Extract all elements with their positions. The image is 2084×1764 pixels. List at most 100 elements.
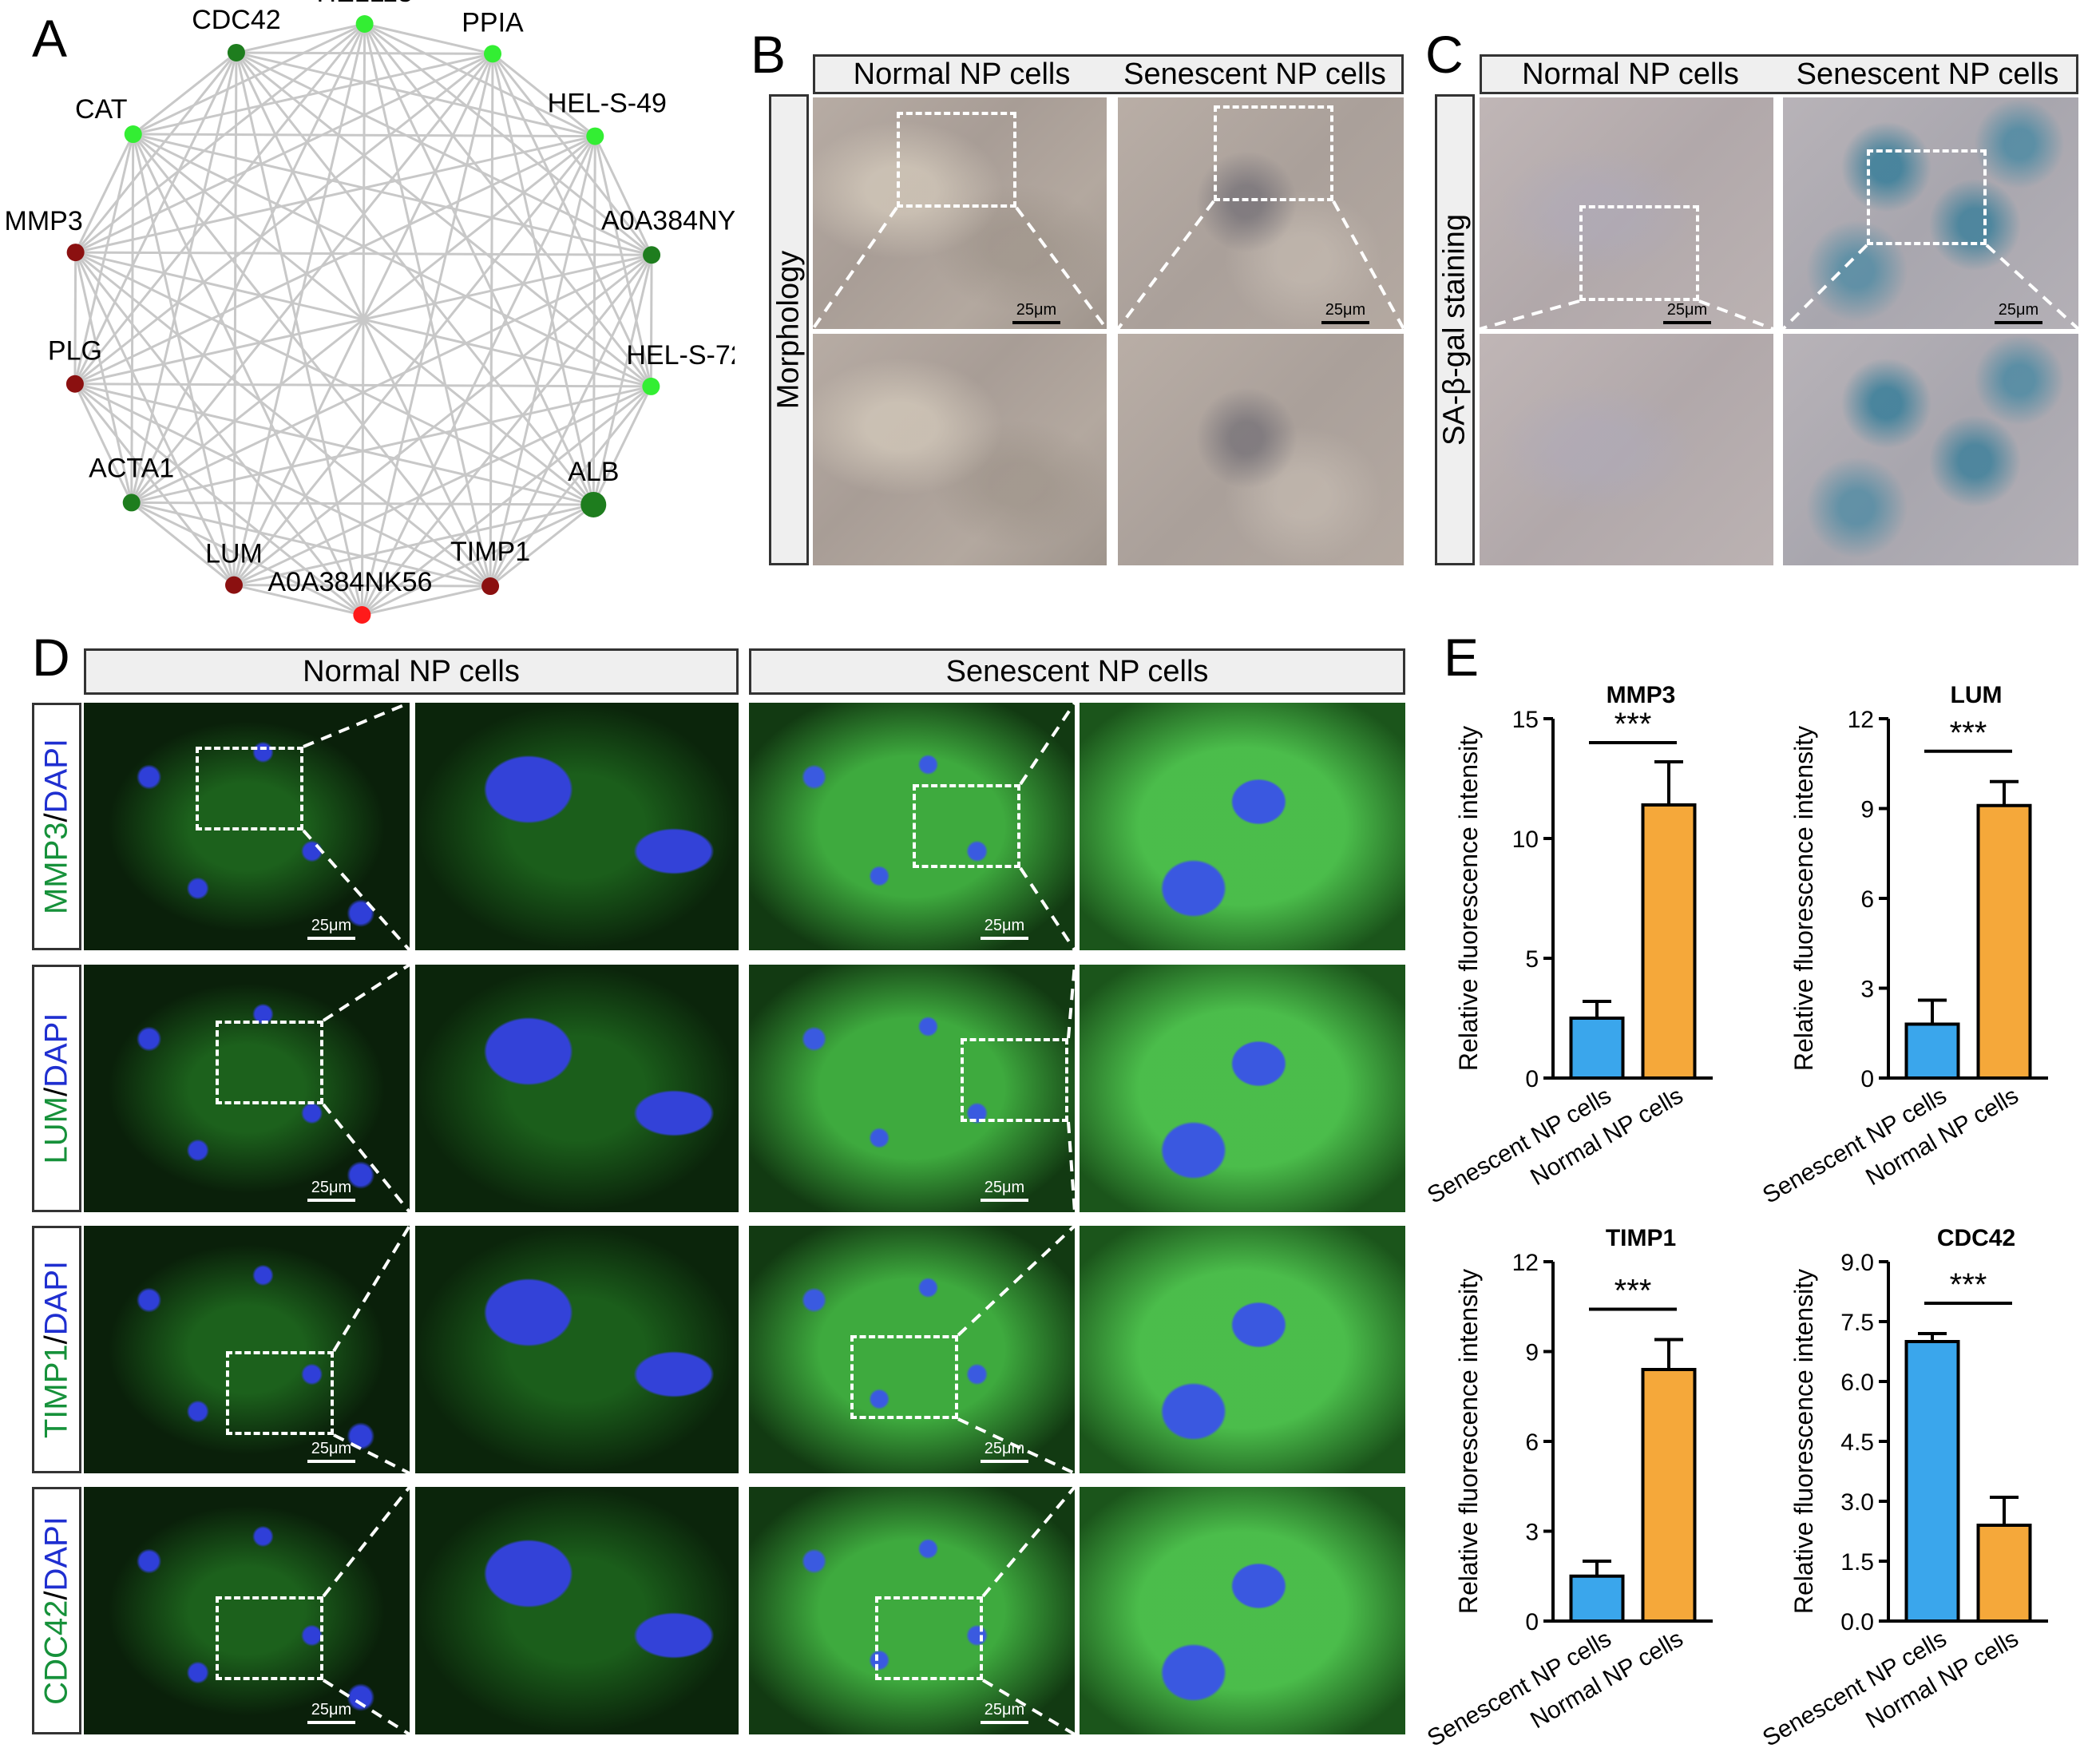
network-edge <box>236 51 596 138</box>
significance-label: *** <box>1950 1267 1987 1302</box>
mmp3-normal-overview: 25μm <box>84 703 410 950</box>
network-edge <box>73 252 77 384</box>
network-node-label: HEL-S-49 <box>548 89 667 119</box>
network-edge <box>131 501 491 588</box>
network-edge <box>492 53 596 137</box>
panel-label-d: D <box>32 628 70 687</box>
network-edge <box>133 133 652 388</box>
network-node <box>227 43 245 61</box>
chart-title: CDC42 <box>1937 1225 2015 1251</box>
bar <box>1569 1017 1625 1080</box>
y-tick-label: 6.0 <box>1840 1370 1874 1396</box>
y-tick-label: 0 <box>1525 1609 1539 1635</box>
network-node-label: CAT <box>75 94 127 125</box>
zoom-box <box>196 747 303 830</box>
network-edge <box>592 386 652 505</box>
network-edge <box>73 52 238 385</box>
network-edge <box>74 252 363 616</box>
y-tick-label: 10 <box>1512 827 1539 853</box>
y-tick-label: 0 <box>1860 1066 1874 1092</box>
network-edge <box>74 252 236 586</box>
y-tick-label: 15 <box>1512 707 1539 733</box>
network-edge <box>73 133 135 385</box>
zoom-box <box>1867 149 1987 245</box>
network-edge <box>74 252 133 503</box>
network-edge <box>131 385 652 504</box>
scale-bar: 25μm <box>1004 301 1068 324</box>
network-edge <box>236 22 365 54</box>
bar <box>1904 1340 1960 1623</box>
network-edge <box>75 251 652 256</box>
sa-bgal-senescent-zoom <box>1783 334 2078 565</box>
chart-timp1: TIMP1 0 3 6 9 12 Relative fluorescence intensi… <box>1423 1225 1713 1752</box>
network-node <box>124 125 142 144</box>
y-tick-label: 7.5 <box>1840 1310 1874 1336</box>
lum-senescent-zoom <box>1080 965 1405 1212</box>
network-node-label: ALB <box>568 457 619 487</box>
network-edge <box>74 251 492 588</box>
y-tick-label: 4.5 <box>1840 1429 1874 1456</box>
zoom-box <box>897 112 1016 208</box>
scale-bar: 25μm <box>973 1701 1036 1724</box>
network-edge <box>130 134 135 503</box>
network-edge <box>133 133 596 138</box>
timp1-senescent-overview: 25μm <box>749 1226 1075 1473</box>
sa-bgal-senescent-overview: 25μm <box>1783 97 2078 329</box>
network-edge <box>74 383 491 588</box>
network-edge <box>133 52 493 136</box>
network-edge <box>236 51 493 55</box>
network-edge <box>489 54 494 587</box>
panel-label-c: C <box>1425 25 1464 84</box>
cdc42-senescent-overview: 25μm <box>749 1487 1075 1734</box>
network-edge <box>132 133 363 616</box>
bar <box>1976 803 2032 1080</box>
y-tick-label: 1.5 <box>1840 1549 1874 1576</box>
timp1-normal-overview: 25μm <box>84 1226 410 1473</box>
row-label-cdc42: CDC42/DAPI <box>32 1487 81 1734</box>
zoom-box <box>216 1021 323 1104</box>
morphology-normal-overview: 25μm <box>813 97 1107 329</box>
network-edge <box>73 53 493 385</box>
network-edge <box>130 52 238 503</box>
network-node <box>122 494 141 512</box>
network-edge <box>73 383 133 504</box>
zoom-box <box>913 784 1020 868</box>
y-axis-label: Relative fluorescence intensity <box>1454 1269 1483 1614</box>
chart-mmp3: MMP3 0 5 10 15 Relative fluorescence intensit… <box>1423 682 1713 1209</box>
panel-label-a: A <box>32 9 68 68</box>
network-edge <box>363 23 595 505</box>
network-node <box>481 577 500 596</box>
chart-title: LUM <box>1951 682 2003 708</box>
bar <box>1904 1022 1960 1080</box>
mmp3-senescent-zoom <box>1080 703 1405 950</box>
network-node <box>66 244 85 262</box>
network-node-label: ACTA1 <box>89 453 174 483</box>
row-label-mmp3: MMP3/DAPI <box>32 703 81 950</box>
panel-c-header: Normal NP cells Senescent NP cells <box>1480 54 2078 94</box>
network-edge <box>74 383 652 388</box>
scale-bar: 25μm <box>1655 301 1719 324</box>
network-edge <box>361 135 596 616</box>
network-edge <box>130 501 235 586</box>
y-tick-label: 12 <box>1512 1250 1539 1276</box>
significance-label: *** <box>1950 716 1987 751</box>
network-edge <box>236 51 652 256</box>
mmp3-normal-zoom <box>415 703 739 950</box>
network-edge <box>491 53 652 387</box>
sa-bgal-normal-zoom <box>1480 334 1773 565</box>
panel-c-col-normal: Normal NP cells <box>1522 57 1739 91</box>
network-node <box>353 605 371 624</box>
timp1-normal-zoom <box>415 1226 739 1473</box>
bar <box>1641 1368 1697 1623</box>
network-edge <box>74 383 594 506</box>
y-tick-label: 6 <box>1525 1429 1539 1456</box>
network-node-label: CDC42 <box>192 5 280 35</box>
y-tick-label: 9 <box>1860 797 1874 823</box>
panel-d-header-normal: Normal NP cells <box>84 648 739 695</box>
network-node-label: TIMP1 <box>450 537 530 567</box>
network-node-label: HEL113 <box>316 0 412 8</box>
panel-label-e: E <box>1444 628 1480 687</box>
y-axis-label: Relative fluorescence intensity <box>1789 726 1818 1071</box>
network-node-label: LUM <box>205 539 263 569</box>
morphology-senescent-zoom <box>1118 334 1404 565</box>
